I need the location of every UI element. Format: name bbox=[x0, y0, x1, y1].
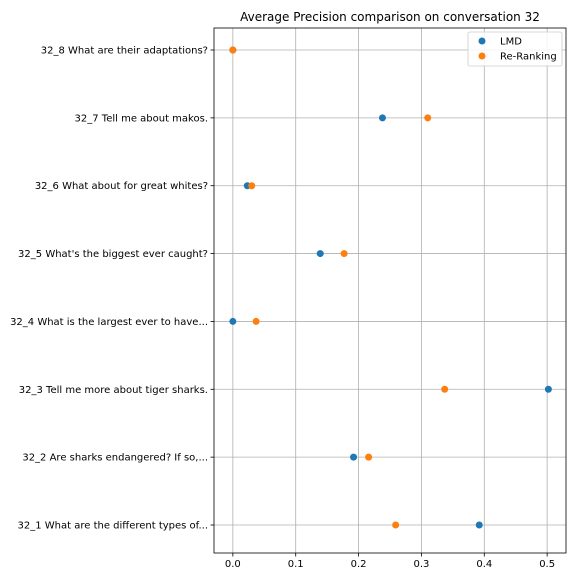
point-lmd-7 bbox=[378, 114, 386, 122]
point-re-ranking-5 bbox=[340, 250, 348, 258]
point-lmd-2 bbox=[350, 453, 358, 461]
chart-title: Average Precision comparison on conversa… bbox=[240, 10, 540, 24]
y-tick-label: 32_6 What about for great whites? bbox=[35, 181, 208, 192]
legend-label: LMD bbox=[500, 37, 522, 48]
point-re-ranking-6 bbox=[248, 182, 256, 190]
x-tick-label: 0.1 bbox=[288, 559, 304, 570]
legend: LMD Re-Ranking bbox=[467, 31, 563, 67]
point-re-ranking-7 bbox=[424, 114, 432, 122]
y-tick-label: 32_2 Are sharks endangered? If so,... bbox=[22, 453, 208, 464]
legend-marker bbox=[478, 52, 486, 60]
legend-box bbox=[467, 31, 563, 67]
point-re-ranking-2 bbox=[365, 453, 373, 461]
point-re-ranking-1 bbox=[392, 521, 400, 529]
point-re-ranking-3 bbox=[441, 385, 449, 393]
x-tick-label: 0.3 bbox=[413, 559, 429, 570]
point-re-ranking-8 bbox=[229, 46, 237, 54]
x-tick-label: 0.0 bbox=[225, 559, 241, 570]
legend-label: Re-Ranking bbox=[500, 52, 557, 63]
y-tick-label: 32_3 Tell me more about tiger sharks. bbox=[19, 385, 208, 396]
plot-area bbox=[213, 27, 567, 554]
legend-marker bbox=[478, 37, 486, 45]
x-axis: 0.0 0.1 0.2 0.3 0.4 0.5 bbox=[225, 553, 555, 570]
y-tick-label: 32_5 What's the biggest ever caught? bbox=[18, 249, 208, 260]
y-tick-label: 32_7 Tell me about makos. bbox=[75, 113, 208, 124]
point-lmd-1 bbox=[475, 521, 483, 529]
x-tick-label: 0.4 bbox=[476, 559, 492, 570]
point-lmd-4 bbox=[229, 317, 237, 325]
y-axis: 32_1 What are the different types of... 3… bbox=[10, 46, 214, 532]
y-tick-label: 32_1 What are the different types of... bbox=[18, 521, 208, 532]
point-lmd-3 bbox=[544, 385, 552, 393]
x-tick-label: 0.5 bbox=[539, 559, 555, 570]
y-tick-label: 32_8 What are their adaptations? bbox=[41, 46, 208, 57]
y-tick-label: 32_4 What is the largest ever to have... bbox=[10, 317, 208, 328]
x-tick-label: 0.2 bbox=[351, 559, 367, 570]
point-re-ranking-4 bbox=[252, 317, 260, 325]
point-lmd-5 bbox=[316, 250, 324, 258]
data-points bbox=[229, 46, 552, 529]
grid bbox=[214, 28, 566, 553]
